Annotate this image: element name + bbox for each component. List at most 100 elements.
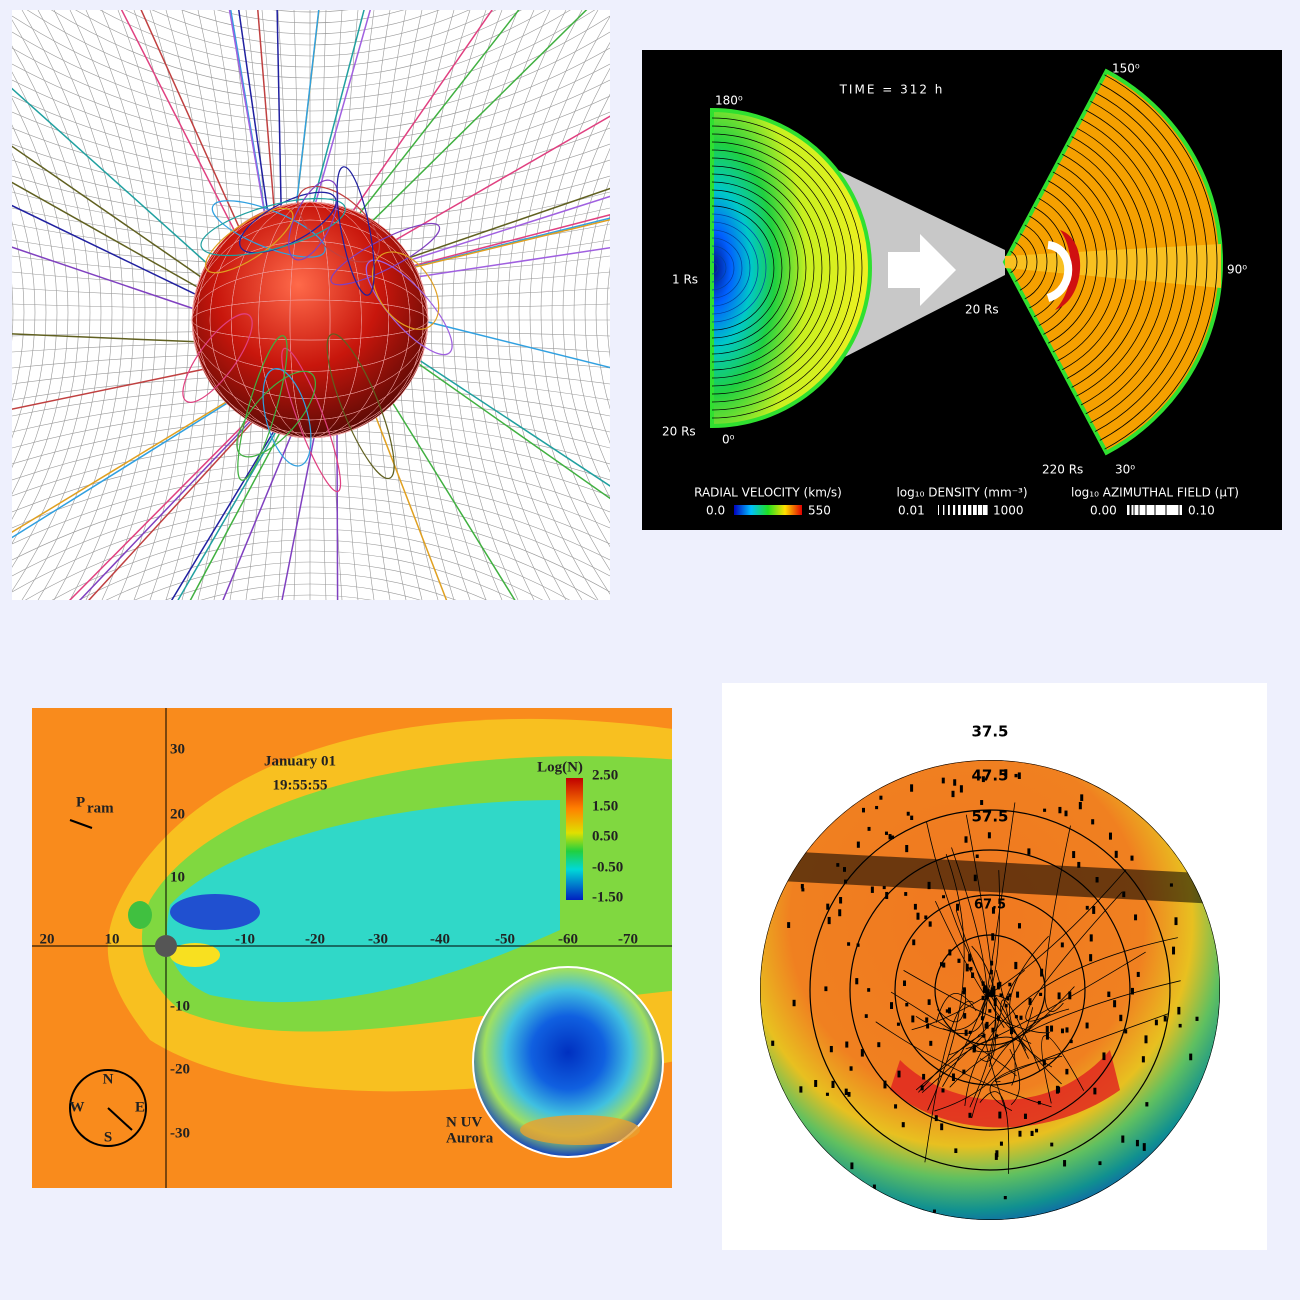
polar-map	[760, 760, 1220, 1220]
speck	[801, 888, 805, 892]
field-line	[407, 218, 610, 270]
angle-label: 90⁰	[1227, 263, 1247, 277]
speck	[890, 1002, 894, 1009]
speck	[870, 886, 874, 893]
legend-label: RADIAL VELOCITY (km/s)	[694, 486, 842, 500]
speck	[1136, 971, 1140, 977]
field-line	[12, 145, 208, 282]
field-line	[12, 397, 233, 534]
contour	[1062, 153, 1128, 371]
field-line	[406, 214, 610, 269]
latitude-label: 37.5	[971, 723, 1008, 741]
speck	[864, 1014, 868, 1018]
pram: P	[76, 794, 85, 810]
speck	[847, 1091, 851, 1097]
mesh-line	[12, 15, 610, 112]
mesh-line	[12, 184, 36, 439]
speck	[1014, 773, 1018, 778]
field-line	[222, 428, 295, 600]
speck	[1064, 810, 1068, 817]
speck	[1004, 769, 1008, 776]
mesh-line	[106, 550, 516, 600]
contour	[1029, 215, 1058, 309]
field-line	[12, 204, 203, 299]
speck	[1037, 1100, 1041, 1105]
speck	[855, 978, 859, 985]
speck	[901, 1122, 905, 1128]
mesh-line	[26, 10, 595, 101]
speck	[1144, 1035, 1148, 1044]
speck	[877, 1042, 881, 1048]
speck	[1072, 851, 1076, 859]
speck	[982, 1034, 986, 1038]
field-line	[336, 426, 339, 600]
density-bar	[938, 505, 988, 515]
contour	[711, 229, 751, 307]
colorbar	[734, 505, 802, 515]
speck	[929, 1040, 933, 1046]
field-line	[419, 319, 610, 369]
mesh-line	[12, 95, 610, 167]
field-line	[402, 187, 610, 261]
field-loop	[365, 259, 453, 356]
colorbar-tick-label: -0.50	[592, 859, 623, 875]
field-line	[170, 424, 279, 600]
mesh-line	[134, 561, 487, 600]
speck	[885, 891, 889, 900]
y-tick-label: -10	[170, 998, 190, 1014]
earth	[155, 935, 177, 957]
stripe	[968, 505, 972, 515]
cme	[1055, 230, 1081, 310]
field-line	[177, 425, 281, 600]
mesh-line	[463, 10, 535, 600]
speck	[1163, 1015, 1167, 1022]
field-line	[78, 415, 257, 600]
speck	[883, 1080, 887, 1089]
mesh-line	[25, 517, 597, 600]
speck	[954, 1148, 958, 1154]
speck	[1065, 1027, 1069, 1033]
speck	[875, 805, 879, 810]
mesh-line	[12, 484, 610, 561]
contour	[711, 157, 823, 379]
speck	[856, 841, 860, 848]
field-line	[12, 398, 234, 539]
speck	[1095, 877, 1099, 883]
rings	[760, 760, 1220, 1220]
field-line	[68, 414, 255, 600]
speck	[1124, 1029, 1128, 1034]
speck	[829, 1045, 833, 1053]
speck	[973, 1045, 977, 1052]
field-loop	[281, 347, 342, 493]
field-line	[238, 10, 270, 219]
speck	[962, 991, 966, 995]
speck	[1063, 1160, 1067, 1167]
mesh-line	[69, 10, 146, 600]
field-loop	[288, 179, 339, 261]
angle-label: 150⁰	[1112, 62, 1140, 76]
colorbar-ticks: 2.50 1.50 0.50 -0.50 -1.50	[592, 767, 623, 905]
field-loop	[204, 207, 294, 274]
radius-label: 20 Rs	[662, 425, 696, 439]
field-line	[403, 195, 610, 263]
speck	[981, 995, 985, 1001]
cme-core	[1046, 241, 1073, 302]
radius-label: 1 Rs	[672, 273, 698, 287]
speck	[861, 807, 865, 813]
speck	[991, 1027, 995, 1033]
mesh-line	[273, 10, 348, 13]
speck	[916, 912, 920, 920]
speck	[1121, 1135, 1125, 1143]
contour	[1066, 145, 1138, 379]
region	[166, 800, 561, 1003]
aurora-inset	[472, 966, 664, 1158]
track	[979, 1091, 1010, 1174]
speck	[964, 836, 968, 843]
speck	[942, 962, 946, 968]
contour	[711, 117, 863, 419]
speck	[911, 1015, 915, 1023]
speck	[905, 1002, 909, 1007]
legend-min: 0.00	[1090, 504, 1117, 518]
stripe	[963, 505, 966, 515]
